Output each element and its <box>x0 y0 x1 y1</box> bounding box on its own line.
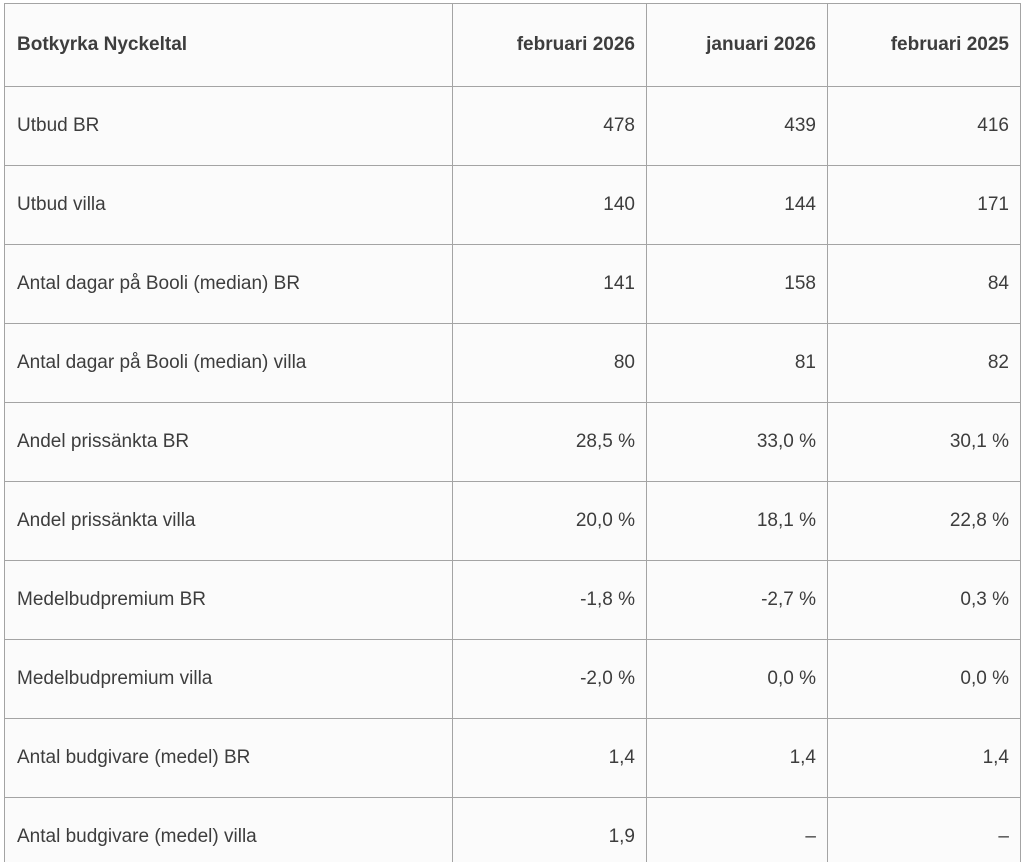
row-label: Utbud villa <box>4 165 453 245</box>
cell-value: 171 <box>827 165 1021 245</box>
header-row: Botkyrka Nyckeltal februari 2026 januari… <box>4 3 1021 87</box>
table-row: Antal dagar på Booli (median) BR 141 158… <box>4 244 1021 324</box>
cell-value: 0,0 % <box>646 639 828 719</box>
cell-value: 82 <box>827 323 1021 403</box>
cell-value: 416 <box>827 86 1021 166</box>
table-row: Medelbudpremium villa -2,0 % 0,0 % 0,0 % <box>4 639 1021 719</box>
cell-value: 1,4 <box>452 718 647 798</box>
cell-value: 0,0 % <box>827 639 1021 719</box>
cell-value: -1,8 % <box>452 560 647 640</box>
table-row: Antal dagar på Booli (median) villa 80 8… <box>4 323 1021 403</box>
column-header-februari-2026: februari 2026 <box>452 3 647 87</box>
cell-value: 1,9 <box>452 797 647 862</box>
row-label: Utbud BR <box>4 86 453 166</box>
column-header-februari-2025: februari 2025 <box>827 3 1021 87</box>
row-label: Antal budgivare (medel) villa <box>4 797 453 862</box>
cell-value: 18,1 % <box>646 481 828 561</box>
cell-value: 141 <box>452 244 647 324</box>
row-label: Andel prissänkta BR <box>4 402 453 482</box>
cell-value: 28,5 % <box>452 402 647 482</box>
cell-value: – <box>646 797 828 862</box>
cell-value: – <box>827 797 1021 862</box>
cell-value: 1,4 <box>827 718 1021 798</box>
cell-value: -2,7 % <box>646 560 828 640</box>
table-row: Medelbudpremium BR -1,8 % -2,7 % 0,3 % <box>4 560 1021 640</box>
cell-value: 439 <box>646 86 828 166</box>
cell-value: 80 <box>452 323 647 403</box>
cell-value: 33,0 % <box>646 402 828 482</box>
cell-value: 478 <box>452 86 647 166</box>
table-body: Utbud BR 478 439 416 Utbud villa 140 144… <box>4 86 1021 862</box>
cell-value: 0,3 % <box>827 560 1021 640</box>
cell-value: 81 <box>646 323 828 403</box>
cell-value: 22,8 % <box>827 481 1021 561</box>
table-row: Antal budgivare (medel) BR 1,4 1,4 1,4 <box>4 718 1021 798</box>
cell-value: 20,0 % <box>452 481 647 561</box>
key-figures-table: Botkyrka Nyckeltal februari 2026 januari… <box>4 3 1021 862</box>
table-header: Botkyrka Nyckeltal februari 2026 januari… <box>4 3 1021 87</box>
row-label: Medelbudpremium villa <box>4 639 453 719</box>
cell-value: -2,0 % <box>452 639 647 719</box>
table-row: Andel prissänkta BR 28,5 % 33,0 % 30,1 % <box>4 402 1021 482</box>
cell-value: 84 <box>827 244 1021 324</box>
row-label: Andel prissänkta villa <box>4 481 453 561</box>
column-header-januari-2026: januari 2026 <box>646 3 828 87</box>
cell-value: 140 <box>452 165 647 245</box>
table-row: Andel prissänkta villa 20,0 % 18,1 % 22,… <box>4 481 1021 561</box>
row-label: Antal dagar på Booli (median) BR <box>4 244 453 324</box>
cell-value: 144 <box>646 165 828 245</box>
row-label: Medelbudpremium BR <box>4 560 453 640</box>
table-title: Botkyrka Nyckeltal <box>4 3 453 87</box>
row-label: Antal dagar på Booli (median) villa <box>4 323 453 403</box>
row-label: Antal budgivare (medel) BR <box>4 718 453 798</box>
cell-value: 30,1 % <box>827 402 1021 482</box>
table-row: Utbud villa 140 144 171 <box>4 165 1021 245</box>
cell-value: 158 <box>646 244 828 324</box>
cell-value: 1,4 <box>646 718 828 798</box>
table-row: Utbud BR 478 439 416 <box>4 86 1021 166</box>
table-row: Antal budgivare (medel) villa 1,9 – – <box>4 797 1021 862</box>
